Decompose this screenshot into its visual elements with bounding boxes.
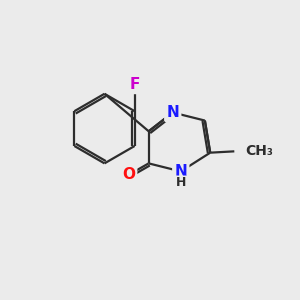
Text: N: N <box>167 105 179 120</box>
Text: H: H <box>176 176 186 189</box>
Text: F: F <box>129 77 140 92</box>
Text: CH₃: CH₃ <box>245 144 273 158</box>
Text: N: N <box>174 164 187 179</box>
Text: O: O <box>122 167 135 182</box>
